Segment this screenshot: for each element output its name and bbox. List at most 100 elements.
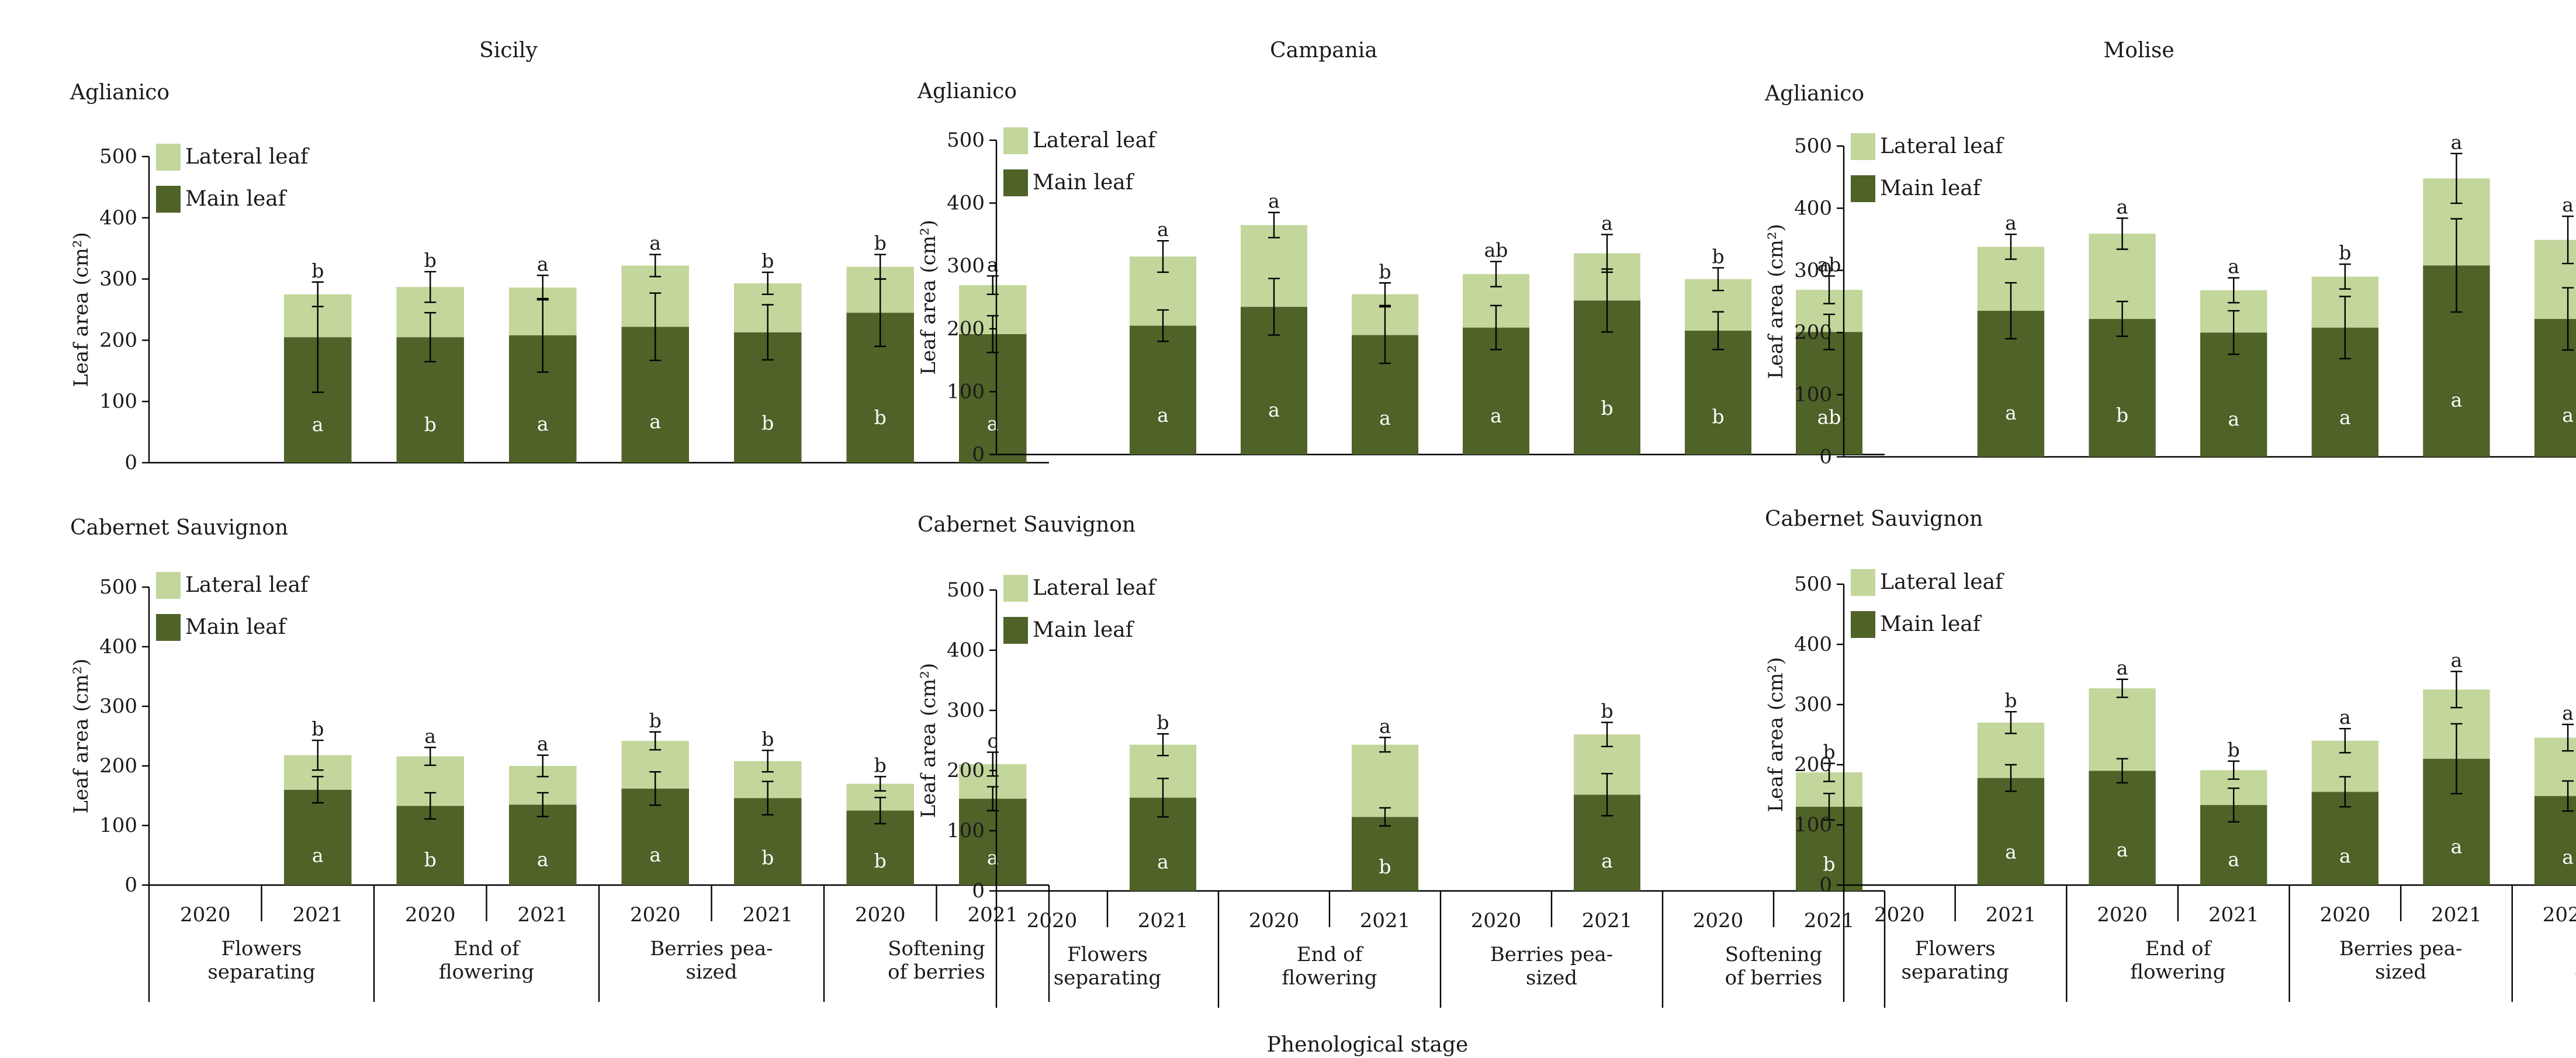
- bar-main-leaf: [1352, 817, 1418, 891]
- significance-label-main: a: [2228, 407, 2239, 430]
- x-stage-label: flowering: [2130, 960, 2225, 984]
- y-tick-label: 100: [947, 380, 985, 403]
- bar-main-leaf: [1130, 325, 1196, 455]
- x-tick-label-year: 2021: [1986, 903, 2037, 927]
- y-tick-label: 400: [947, 192, 985, 215]
- charts-layer: Aglianico 0 100 200 300 400 500 Leaf area (cm²)…: [70, 79, 2576, 1008]
- x-stage-label: Berries pea-: [650, 937, 773, 960]
- legend-swatch-main: [1851, 175, 1875, 202]
- x-tick-label-year: 2020: [1693, 909, 1744, 932]
- y-tick-label: 500: [947, 129, 985, 152]
- bar-lateral-leaf: [2534, 737, 2576, 796]
- bar-main-leaf: [2089, 318, 2156, 457]
- significance-label-main: b: [874, 849, 887, 872]
- y-axis-title: Leaf area (cm²): [1764, 224, 1788, 379]
- legend-swatch-main: [156, 614, 181, 641]
- y-tick-label: 400: [947, 639, 985, 662]
- significance-label-lateral: b: [1601, 700, 1613, 723]
- x-stage-label: sized: [1526, 966, 1577, 990]
- legend-swatch-lateral: [1003, 127, 1028, 154]
- x-axis-title: Phenological stage: [1267, 1033, 1469, 1057]
- y-tick-label: 400: [99, 206, 137, 230]
- significance-label-main: a: [2562, 404, 2574, 426]
- y-tick-label: 100: [99, 814, 137, 837]
- y-tick-label: 200: [99, 328, 137, 352]
- legend-label-main: Main leaf: [1033, 171, 1135, 195]
- x-tick-label-year: 2020: [630, 903, 681, 927]
- significance-label-main: a: [1490, 404, 1502, 427]
- x-stage-label: Softening: [888, 937, 985, 960]
- y-tick-label: 200: [947, 759, 985, 782]
- significance-label-main: a: [2339, 844, 2351, 867]
- significance-label-main: a: [537, 848, 549, 870]
- chart-panel: Aglianico 0 100 200 300 400 500 Leaf area (cm²)…: [917, 79, 1885, 466]
- x-stage-label: separating: [1901, 960, 2009, 984]
- significance-label-main: b: [424, 848, 437, 871]
- y-tick-label: 0: [124, 873, 137, 897]
- bar-lateral-leaf: [2089, 688, 2156, 771]
- y-tick-label: 0: [124, 451, 137, 474]
- significance-label-main: a: [1379, 407, 1391, 429]
- significance-label-lateral: b: [311, 717, 324, 740]
- bar-main-leaf: [1796, 332, 1862, 455]
- x-tick-label-year: 2021: [2431, 903, 2482, 927]
- significance-label-main: a: [1268, 398, 1280, 421]
- y-axis-title: Leaf area (cm²): [917, 220, 940, 375]
- significance-label-main: ab: [1817, 405, 1841, 428]
- significance-label-lateral: b: [649, 709, 662, 732]
- significance-label-main: a: [2005, 841, 2017, 863]
- bar-main-leaf: [959, 799, 1027, 885]
- bar-lateral-leaf: [1352, 744, 1418, 817]
- significance-label-main: a: [1157, 850, 1169, 873]
- y-tick-label: 0: [972, 879, 985, 903]
- y-tick-label: 200: [1794, 753, 1832, 776]
- chart-panel: Cabernet Sauvignon 0 100 200 300 400 500 Leaf a…: [70, 516, 1050, 1002]
- x-tick-label-year: 2020: [405, 903, 456, 927]
- y-axis-title: Leaf area (cm²): [1764, 657, 1788, 813]
- x-stage-label: Softening: [2575, 937, 2576, 960]
- x-tick-label-year: 2021: [2208, 903, 2259, 927]
- legend-swatch-main: [1003, 617, 1028, 644]
- significance-label-main: b: [2116, 404, 2128, 426]
- significance-label-main: b: [761, 846, 774, 869]
- significance-label-main: a: [312, 413, 324, 436]
- significance-label-main: a: [987, 412, 999, 435]
- significance-label-lateral: a: [1268, 190, 1280, 213]
- significance-label-lateral: b: [761, 249, 774, 272]
- legend-swatch-main: [1003, 169, 1028, 196]
- significance-label-lateral: b: [311, 259, 324, 282]
- legend-swatch-lateral: [1851, 133, 1875, 160]
- significance-label-lateral: b: [874, 232, 887, 255]
- significance-label-lateral: b: [2228, 738, 2240, 761]
- x-stage-label: separating: [1054, 966, 1161, 990]
- y-tick-label: 200: [99, 754, 137, 778]
- bar-lateral-leaf: [2534, 240, 2576, 319]
- significance-label-main: a: [2451, 835, 2463, 858]
- significance-label-main: a: [1601, 849, 1613, 872]
- y-tick-label: 500: [1794, 573, 1832, 596]
- legend-swatch-lateral: [156, 572, 181, 599]
- panel-title: Cabernet Sauvignon: [70, 516, 288, 540]
- legend-swatch-lateral: [156, 144, 181, 171]
- legend-label-lateral: Lateral leaf: [1033, 576, 1157, 600]
- significance-label-lateral: a: [2562, 193, 2574, 216]
- bar-main-leaf: [2534, 796, 2576, 885]
- x-tick-label-year: 2020: [2543, 903, 2576, 927]
- x-stage-label: Softening: [1725, 943, 1823, 966]
- x-tick-label-year: 2021: [1360, 909, 1411, 932]
- significance-label-lateral: b: [761, 727, 774, 750]
- x-stage-label: Flowers: [221, 937, 302, 960]
- legend-label-main: Main leaf: [185, 187, 288, 211]
- y-tick-label: 0: [1819, 445, 1832, 469]
- x-stage-label: sized: [2375, 960, 2426, 984]
- significance-label-lateral: a: [2451, 131, 2463, 154]
- significance-label-lateral: a: [537, 733, 549, 755]
- panel-title: Cabernet Sauvignon: [917, 513, 1135, 537]
- x-tick-label-year: 2020: [855, 903, 906, 927]
- x-tick-label-year: 2021: [742, 903, 793, 927]
- significance-label-main: b: [1379, 855, 1391, 878]
- panel-title: Aglianico: [70, 81, 169, 105]
- legend-label-main: Main leaf: [185, 615, 288, 639]
- x-tick-label-year: 2020: [1874, 903, 1925, 927]
- x-stage-label: Flowers: [1915, 937, 1996, 960]
